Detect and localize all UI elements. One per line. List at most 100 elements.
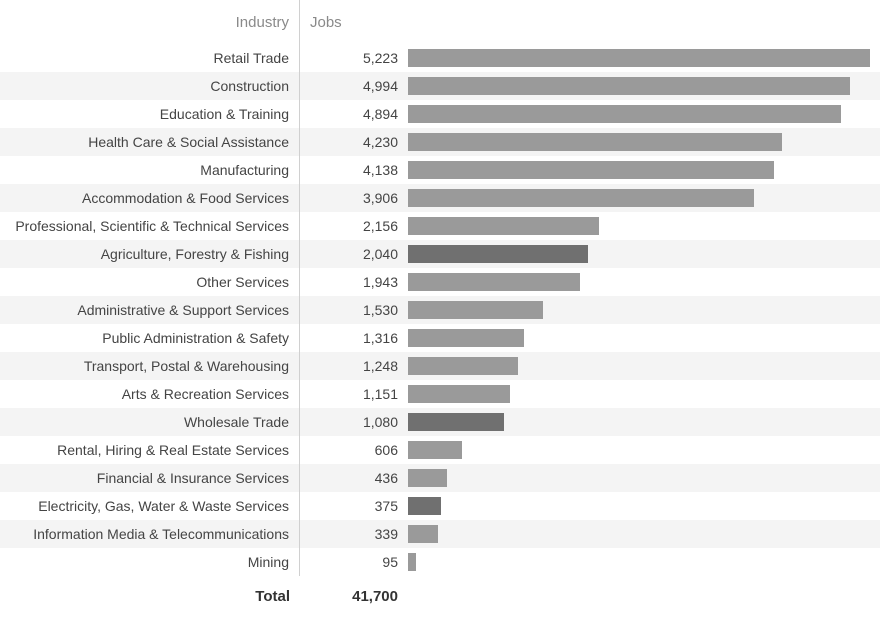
- jobs-value: 1,080: [300, 408, 408, 436]
- table-row: Administrative & Support Services1,530: [0, 296, 880, 324]
- bar-cell: [408, 184, 880, 212]
- jobs-value: 436: [300, 464, 408, 492]
- jobs-value: 4,994: [300, 72, 408, 100]
- table-row: Construction4,994: [0, 72, 880, 100]
- industry-label: Financial & Insurance Services: [0, 464, 300, 492]
- bar-cell: [408, 156, 880, 184]
- industry-label: Professional, Scientific & Technical Ser…: [0, 212, 300, 240]
- bar-cell: [408, 128, 880, 156]
- header-jobs: Jobs: [300, 0, 408, 44]
- industry-label: Electricity, Gas, Water & Waste Services: [0, 492, 300, 520]
- bar-cell: [408, 408, 880, 436]
- total-label: Total: [0, 576, 300, 616]
- industry-label: Mining: [0, 548, 300, 576]
- bar: [408, 301, 543, 319]
- jobs-value: 4,138: [300, 156, 408, 184]
- table-row: Arts & Recreation Services1,151: [0, 380, 880, 408]
- bar-cell: [408, 72, 880, 100]
- bar-cell: [408, 436, 880, 464]
- table-row: Rental, Hiring & Real Estate Services606: [0, 436, 880, 464]
- table-header: Industry Jobs: [0, 0, 880, 44]
- bar-cell: [408, 464, 880, 492]
- table-row: Health Care & Social Assistance4,230: [0, 128, 880, 156]
- bar-cell: [408, 492, 880, 520]
- bar: [408, 133, 782, 151]
- jobs-value: 4,894: [300, 100, 408, 128]
- bar-cell: [408, 380, 880, 408]
- jobs-value: 4,230: [300, 128, 408, 156]
- jobs-value: 1,316: [300, 324, 408, 352]
- industry-label: Accommodation & Food Services: [0, 184, 300, 212]
- industry-label: Manufacturing: [0, 156, 300, 184]
- bar: [408, 385, 510, 403]
- bar: [408, 553, 416, 571]
- total-value: 41,700: [300, 576, 408, 616]
- industry-label: Health Care & Social Assistance: [0, 128, 300, 156]
- jobs-value: 1,248: [300, 352, 408, 380]
- bar-cell: [408, 296, 880, 324]
- table-row: Financial & Insurance Services436: [0, 464, 880, 492]
- industry-label: Information Media & Telecommunications: [0, 520, 300, 548]
- industry-label: Wholesale Trade: [0, 408, 300, 436]
- table-row: Professional, Scientific & Technical Ser…: [0, 212, 880, 240]
- bar: [408, 49, 870, 67]
- industry-label: Construction: [0, 72, 300, 100]
- jobs-value: 1,151: [300, 380, 408, 408]
- table-row: Electricity, Gas, Water & Waste Services…: [0, 492, 880, 520]
- bar: [408, 441, 462, 459]
- jobs-value: 1,943: [300, 268, 408, 296]
- header-industry: Industry: [0, 0, 300, 44]
- table-row: Transport, Postal & Warehousing1,248: [0, 352, 880, 380]
- bar-cell: [408, 240, 880, 268]
- table-row: Manufacturing4,138: [0, 156, 880, 184]
- bar: [408, 77, 850, 95]
- jobs-value: 95: [300, 548, 408, 576]
- bar: [408, 245, 588, 263]
- industry-label: Transport, Postal & Warehousing: [0, 352, 300, 380]
- table-row: Public Administration & Safety1,316: [0, 324, 880, 352]
- table-row: Other Services1,943: [0, 268, 880, 296]
- bar: [408, 329, 524, 347]
- table-row: Education & Training4,894: [0, 100, 880, 128]
- table-row: Accommodation & Food Services3,906: [0, 184, 880, 212]
- header-bar-spacer: [408, 0, 880, 44]
- jobs-by-industry-chart: Industry Jobs Retail Trade5,223Construct…: [0, 0, 880, 616]
- jobs-value: 2,156: [300, 212, 408, 240]
- bar-cell: [408, 548, 880, 576]
- bar-cell: [408, 268, 880, 296]
- bar-cell: [408, 100, 880, 128]
- bar: [408, 413, 504, 431]
- industry-label: Administrative & Support Services: [0, 296, 300, 324]
- bar: [408, 189, 754, 207]
- bar-cell: [408, 44, 880, 72]
- table-row: Agriculture, Forestry & Fishing2,040: [0, 240, 880, 268]
- industry-label: Retail Trade: [0, 44, 300, 72]
- bar: [408, 273, 580, 291]
- jobs-value: 375: [300, 492, 408, 520]
- jobs-value: 339: [300, 520, 408, 548]
- jobs-value: 3,906: [300, 184, 408, 212]
- jobs-value: 1,530: [300, 296, 408, 324]
- bar: [408, 105, 841, 123]
- table-body: Retail Trade5,223Construction4,994Educat…: [0, 44, 880, 576]
- industry-label: Public Administration & Safety: [0, 324, 300, 352]
- table-row: Wholesale Trade1,080: [0, 408, 880, 436]
- total-bar-spacer: [408, 576, 880, 616]
- bar: [408, 161, 774, 179]
- table-row: Information Media & Telecommunications33…: [0, 520, 880, 548]
- bar: [408, 469, 447, 487]
- jobs-value: 5,223: [300, 44, 408, 72]
- bar-cell: [408, 520, 880, 548]
- bar: [408, 357, 518, 375]
- bar: [408, 497, 441, 515]
- industry-label: Education & Training: [0, 100, 300, 128]
- jobs-value: 2,040: [300, 240, 408, 268]
- bar-cell: [408, 352, 880, 380]
- bar: [408, 217, 599, 235]
- table-total-row: Total 41,700: [0, 576, 880, 616]
- jobs-value: 606: [300, 436, 408, 464]
- table-row: Retail Trade5,223: [0, 44, 880, 72]
- industry-label: Other Services: [0, 268, 300, 296]
- table-row: Mining95: [0, 548, 880, 576]
- industry-label: Rental, Hiring & Real Estate Services: [0, 436, 300, 464]
